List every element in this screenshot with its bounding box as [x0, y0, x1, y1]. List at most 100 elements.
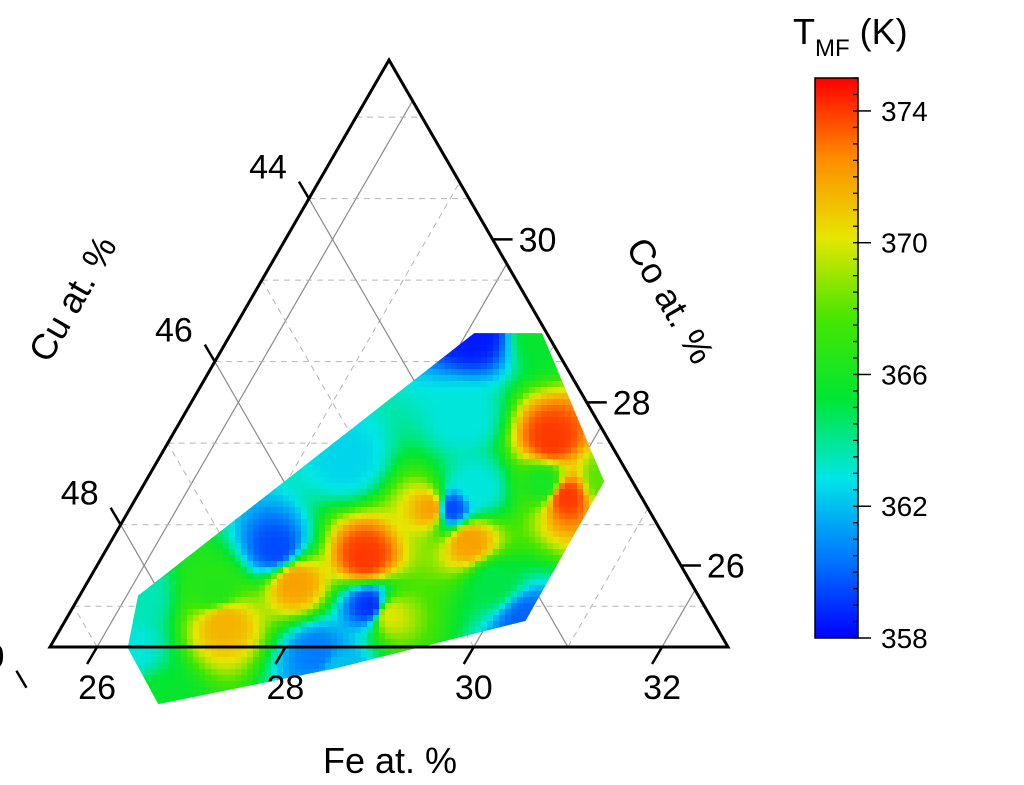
contour-cell: [193, 435, 200, 442]
contour-cell: [325, 555, 332, 562]
contour-cell: [523, 693, 530, 700]
contour-cell: [355, 519, 362, 526]
contour-cell: [559, 675, 566, 682]
contour-cell: [541, 429, 548, 436]
contour-cell: [169, 375, 176, 382]
contour-cell: [241, 531, 248, 538]
contour-cell: [253, 393, 260, 400]
contour-cell: [361, 333, 368, 340]
contour-cell: [511, 567, 518, 574]
contour-cell: [283, 597, 290, 604]
contour-cell: [235, 627, 242, 634]
contour-cell: [247, 591, 254, 598]
contour-cell: [499, 519, 506, 526]
contour-cell: [433, 351, 440, 358]
contour-cell: [331, 345, 338, 352]
contour-cell: [451, 555, 458, 562]
contour-cell: [205, 441, 212, 448]
contour-cell: [277, 531, 284, 538]
contour-cell: [241, 573, 248, 580]
contour-cell: [481, 543, 488, 550]
contour-cell: [205, 537, 212, 544]
contour-cell: [541, 663, 548, 670]
contour-cell: [193, 375, 200, 382]
contour-cell: [523, 573, 530, 580]
contour-cell: [139, 471, 146, 478]
contour-cell: [199, 705, 206, 712]
contour-cell: [439, 687, 446, 694]
contour-cell: [133, 477, 140, 484]
contour-cell: [313, 471, 320, 478]
contour-cell: [157, 549, 164, 556]
contour-cell: [217, 381, 224, 388]
contour-cell: [313, 351, 320, 358]
contour-cell: [601, 495, 605, 502]
contour-cell: [265, 459, 272, 466]
contour-cell: [229, 459, 236, 466]
contour-cell: [511, 657, 518, 664]
contour-cell: [235, 633, 242, 640]
contour-cell: [343, 609, 350, 616]
contour-cell: [241, 453, 248, 460]
contour-cell: [391, 369, 398, 376]
contour-cell: [361, 597, 368, 604]
contour-cell: [487, 633, 494, 640]
contour-cell: [565, 459, 572, 466]
contour-cell: [553, 405, 560, 412]
contour-cell: [457, 549, 464, 556]
contour-cell: [475, 615, 482, 622]
contour-cell: [499, 699, 506, 705]
contour-cell: [463, 543, 470, 550]
contour-cell: [337, 435, 344, 442]
contour-cell: [199, 447, 206, 454]
contour-cell: [325, 513, 332, 520]
contour-cell: [499, 513, 506, 520]
contour-cell: [157, 465, 164, 472]
contour-cell: [517, 567, 524, 574]
contour-cell: [181, 621, 188, 628]
contour-cell: [499, 357, 506, 364]
contour-cell: [157, 507, 164, 514]
contour-cell: [463, 555, 470, 562]
contour-cell: [511, 633, 518, 640]
contour-cell: [541, 459, 548, 466]
contour-cell: [157, 579, 164, 586]
contour-cell: [547, 483, 554, 490]
contour-cell: [271, 399, 278, 406]
contour-cell: [577, 441, 584, 448]
contour-cell: [217, 411, 224, 418]
contour-cell: [127, 435, 134, 442]
contour-cell: [583, 369, 590, 376]
contour-cell: [403, 381, 410, 388]
contour-cell: [259, 531, 266, 538]
contour-cell: [289, 489, 296, 496]
contour-cell: [451, 417, 458, 424]
contour-cell: [601, 573, 605, 580]
contour-cell: [169, 663, 176, 670]
contour-cell: [541, 657, 548, 664]
contour-cell: [595, 339, 602, 346]
contour-cell: [523, 483, 530, 490]
contour-cell: [385, 621, 392, 628]
contour-cell: [445, 519, 452, 526]
contour-cell: [373, 363, 380, 370]
contour-cell: [295, 369, 302, 376]
contour-cell: [379, 345, 386, 352]
contour-cell: [385, 699, 392, 705]
contour-cell: [349, 657, 356, 664]
contour-cell: [445, 567, 452, 574]
contour-cell: [367, 621, 374, 628]
contour-cell: [595, 537, 602, 544]
contour-cell: [439, 681, 446, 688]
contour-cell: [529, 573, 536, 580]
contour-cell: [355, 345, 362, 352]
contour-cell: [373, 381, 380, 388]
contour-cell: [205, 633, 212, 640]
contour-cell: [301, 339, 308, 346]
contour-cell: [235, 573, 242, 580]
contour-cell: [313, 525, 320, 532]
contour-cell: [157, 387, 164, 394]
contour-cell: [271, 507, 278, 514]
contour-cell: [295, 363, 302, 370]
contour-cell: [415, 651, 422, 658]
